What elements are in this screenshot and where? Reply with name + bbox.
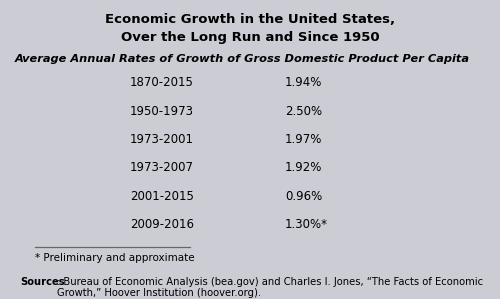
Text: Over the Long Run and Since 1950: Over the Long Run and Since 1950 [120, 31, 380, 44]
Text: 1.30%*: 1.30%* [285, 218, 328, 231]
Text: 1.94%: 1.94% [285, 76, 323, 89]
Text: 1950-1973: 1950-1973 [130, 105, 194, 118]
Text: Sources: Sources [20, 277, 64, 286]
Text: 2.50%: 2.50% [285, 105, 322, 118]
Text: 1.97%: 1.97% [285, 133, 323, 146]
Text: Economic Growth in the United States,: Economic Growth in the United States, [105, 13, 395, 26]
Text: 2009-2016: 2009-2016 [130, 218, 194, 231]
Text: 0.96%: 0.96% [285, 190, 322, 203]
Text: 1.92%: 1.92% [285, 161, 323, 174]
Text: Average Annual Rates of Growth of Gross Domestic Product Per Capita: Average Annual Rates of Growth of Gross … [15, 54, 470, 64]
Text: : Bureau of Economic Analysis (bea.gov) and Charles I. Jones, “The Facts of Econ: : Bureau of Economic Analysis (bea.gov) … [58, 277, 484, 298]
Text: * Preliminary and approximate: * Preliminary and approximate [35, 253, 194, 263]
Text: 1973-2001: 1973-2001 [130, 133, 194, 146]
Text: 2001-2015: 2001-2015 [130, 190, 194, 203]
Text: 1870-2015: 1870-2015 [130, 76, 194, 89]
Text: 1973-2007: 1973-2007 [130, 161, 194, 174]
